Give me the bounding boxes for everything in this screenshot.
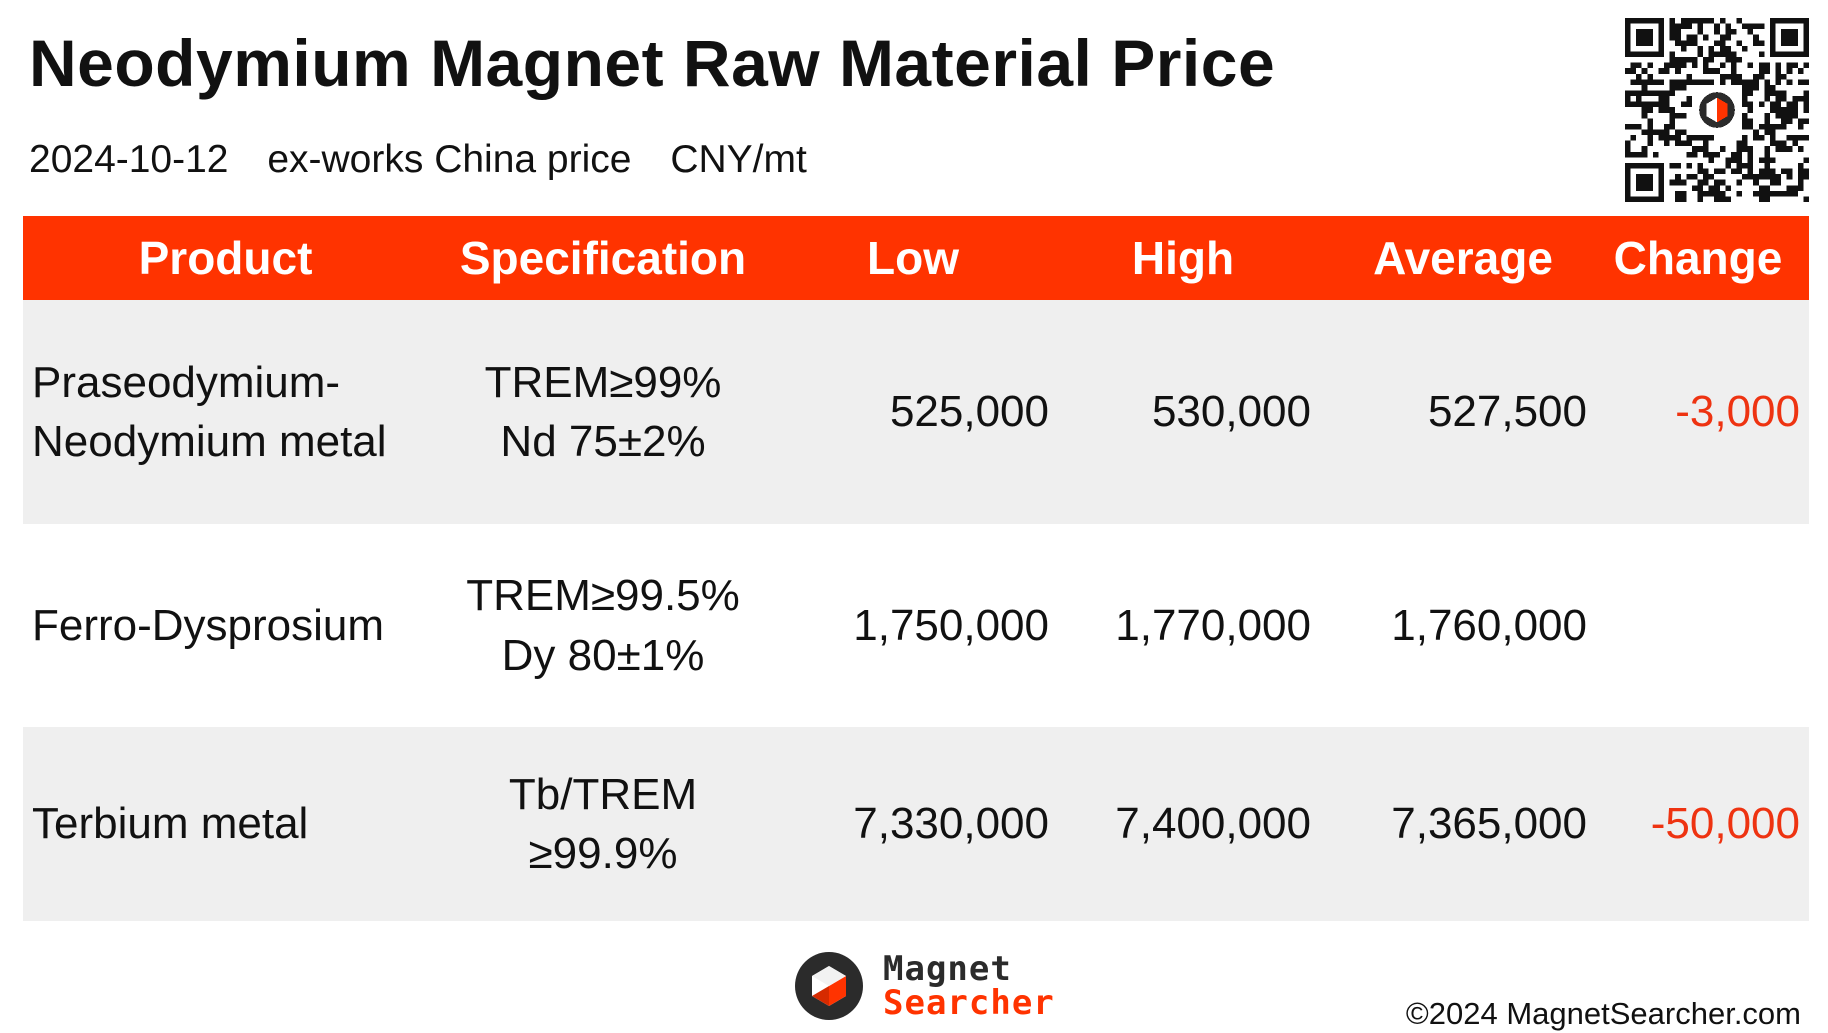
price-basis: ex-works China price xyxy=(267,138,632,181)
column-header-change: Change xyxy=(1613,232,1783,284)
average-price: 527,500 xyxy=(1427,387,1587,437)
product-name: Ferro-Dysprosium xyxy=(32,524,432,727)
subtitle: 2024-10-12 ex-works China price CNY/mt xyxy=(29,140,835,179)
product-name-line1: Terbium metal xyxy=(32,799,309,849)
high-price: 530,000 xyxy=(1151,387,1311,437)
logo-line1: Magnet xyxy=(883,949,1012,989)
magnet-searcher-logo-icon xyxy=(795,952,863,1020)
product-name-line1: Ferro-Dysprosium xyxy=(32,600,385,650)
price-unit: CNY/mt xyxy=(670,138,807,181)
price-table: Product Specification Low High Average C… xyxy=(23,216,1809,921)
specification-line2: Dy 80±1% xyxy=(501,630,705,680)
logo-line2: Searcher xyxy=(883,983,1055,1023)
low-price: 7,330,000 xyxy=(853,799,1049,849)
specification-line2: Nd 75±2% xyxy=(500,417,706,466)
product-name: Praseodymium- Neodymium metal xyxy=(32,300,432,524)
product-name-line1: Praseodymium- xyxy=(32,357,341,407)
logo-wordmark: Magnet Searcher xyxy=(883,952,1055,1020)
high-price: 1,770,000 xyxy=(1115,600,1311,650)
page-title: Neodymium Magnet Raw Material Price xyxy=(29,26,1276,100)
price-date: 2024-10-12 xyxy=(29,138,229,181)
price-change: -3,000 xyxy=(1675,387,1800,437)
specification: TREM≥99% Nd 75±2% xyxy=(433,300,773,524)
qr-code-icon[interactable] xyxy=(1625,18,1809,202)
column-header-low: Low xyxy=(867,232,959,284)
table-header: Product Specification Low High Average C… xyxy=(23,216,1809,300)
high-price: 7,400,000 xyxy=(1115,799,1311,849)
specification: Tb/TREM ≥99.9% xyxy=(433,727,773,921)
price-change xyxy=(1587,524,1800,727)
low-price: 525,000 xyxy=(889,387,1049,437)
copyright-notice: ©2024 MagnetSearcher.com xyxy=(1405,996,1801,1031)
product-name: Terbium metal xyxy=(32,727,432,921)
column-header-product: Product xyxy=(138,232,313,284)
table-row: Terbium metal Tb/TREM ≥99.9% 7,330,000 7… xyxy=(23,727,1809,921)
specification-line2: ≥99.9% xyxy=(528,829,678,878)
table-row: Ferro-Dysprosium TREM≥99.5% Dy 80±1% 1,7… xyxy=(23,524,1809,727)
table-row: Praseodymium- Neodymium metal TREM≥99% N… xyxy=(23,300,1809,524)
average-price: 1,760,000 xyxy=(1391,600,1587,650)
column-header-specification: Specification xyxy=(459,232,747,284)
product-name-line2: Neodymium metal xyxy=(32,417,387,466)
specification-line1: TREM≥99.5% xyxy=(466,571,740,621)
specification-line1: TREM≥99% xyxy=(484,357,722,407)
specification: TREM≥99.5% Dy 80±1% xyxy=(433,524,773,727)
column-header-average: Average xyxy=(1373,232,1553,284)
price-change: -50,000 xyxy=(1650,799,1800,849)
specification-line1: Tb/TREM xyxy=(508,769,698,819)
magnet-searcher-logo[interactable]: Magnet Searcher xyxy=(793,950,1093,1022)
column-header-high: High xyxy=(1131,232,1235,284)
low-price: 1,750,000 xyxy=(853,600,1049,650)
average-price: 7,365,000 xyxy=(1391,799,1587,849)
